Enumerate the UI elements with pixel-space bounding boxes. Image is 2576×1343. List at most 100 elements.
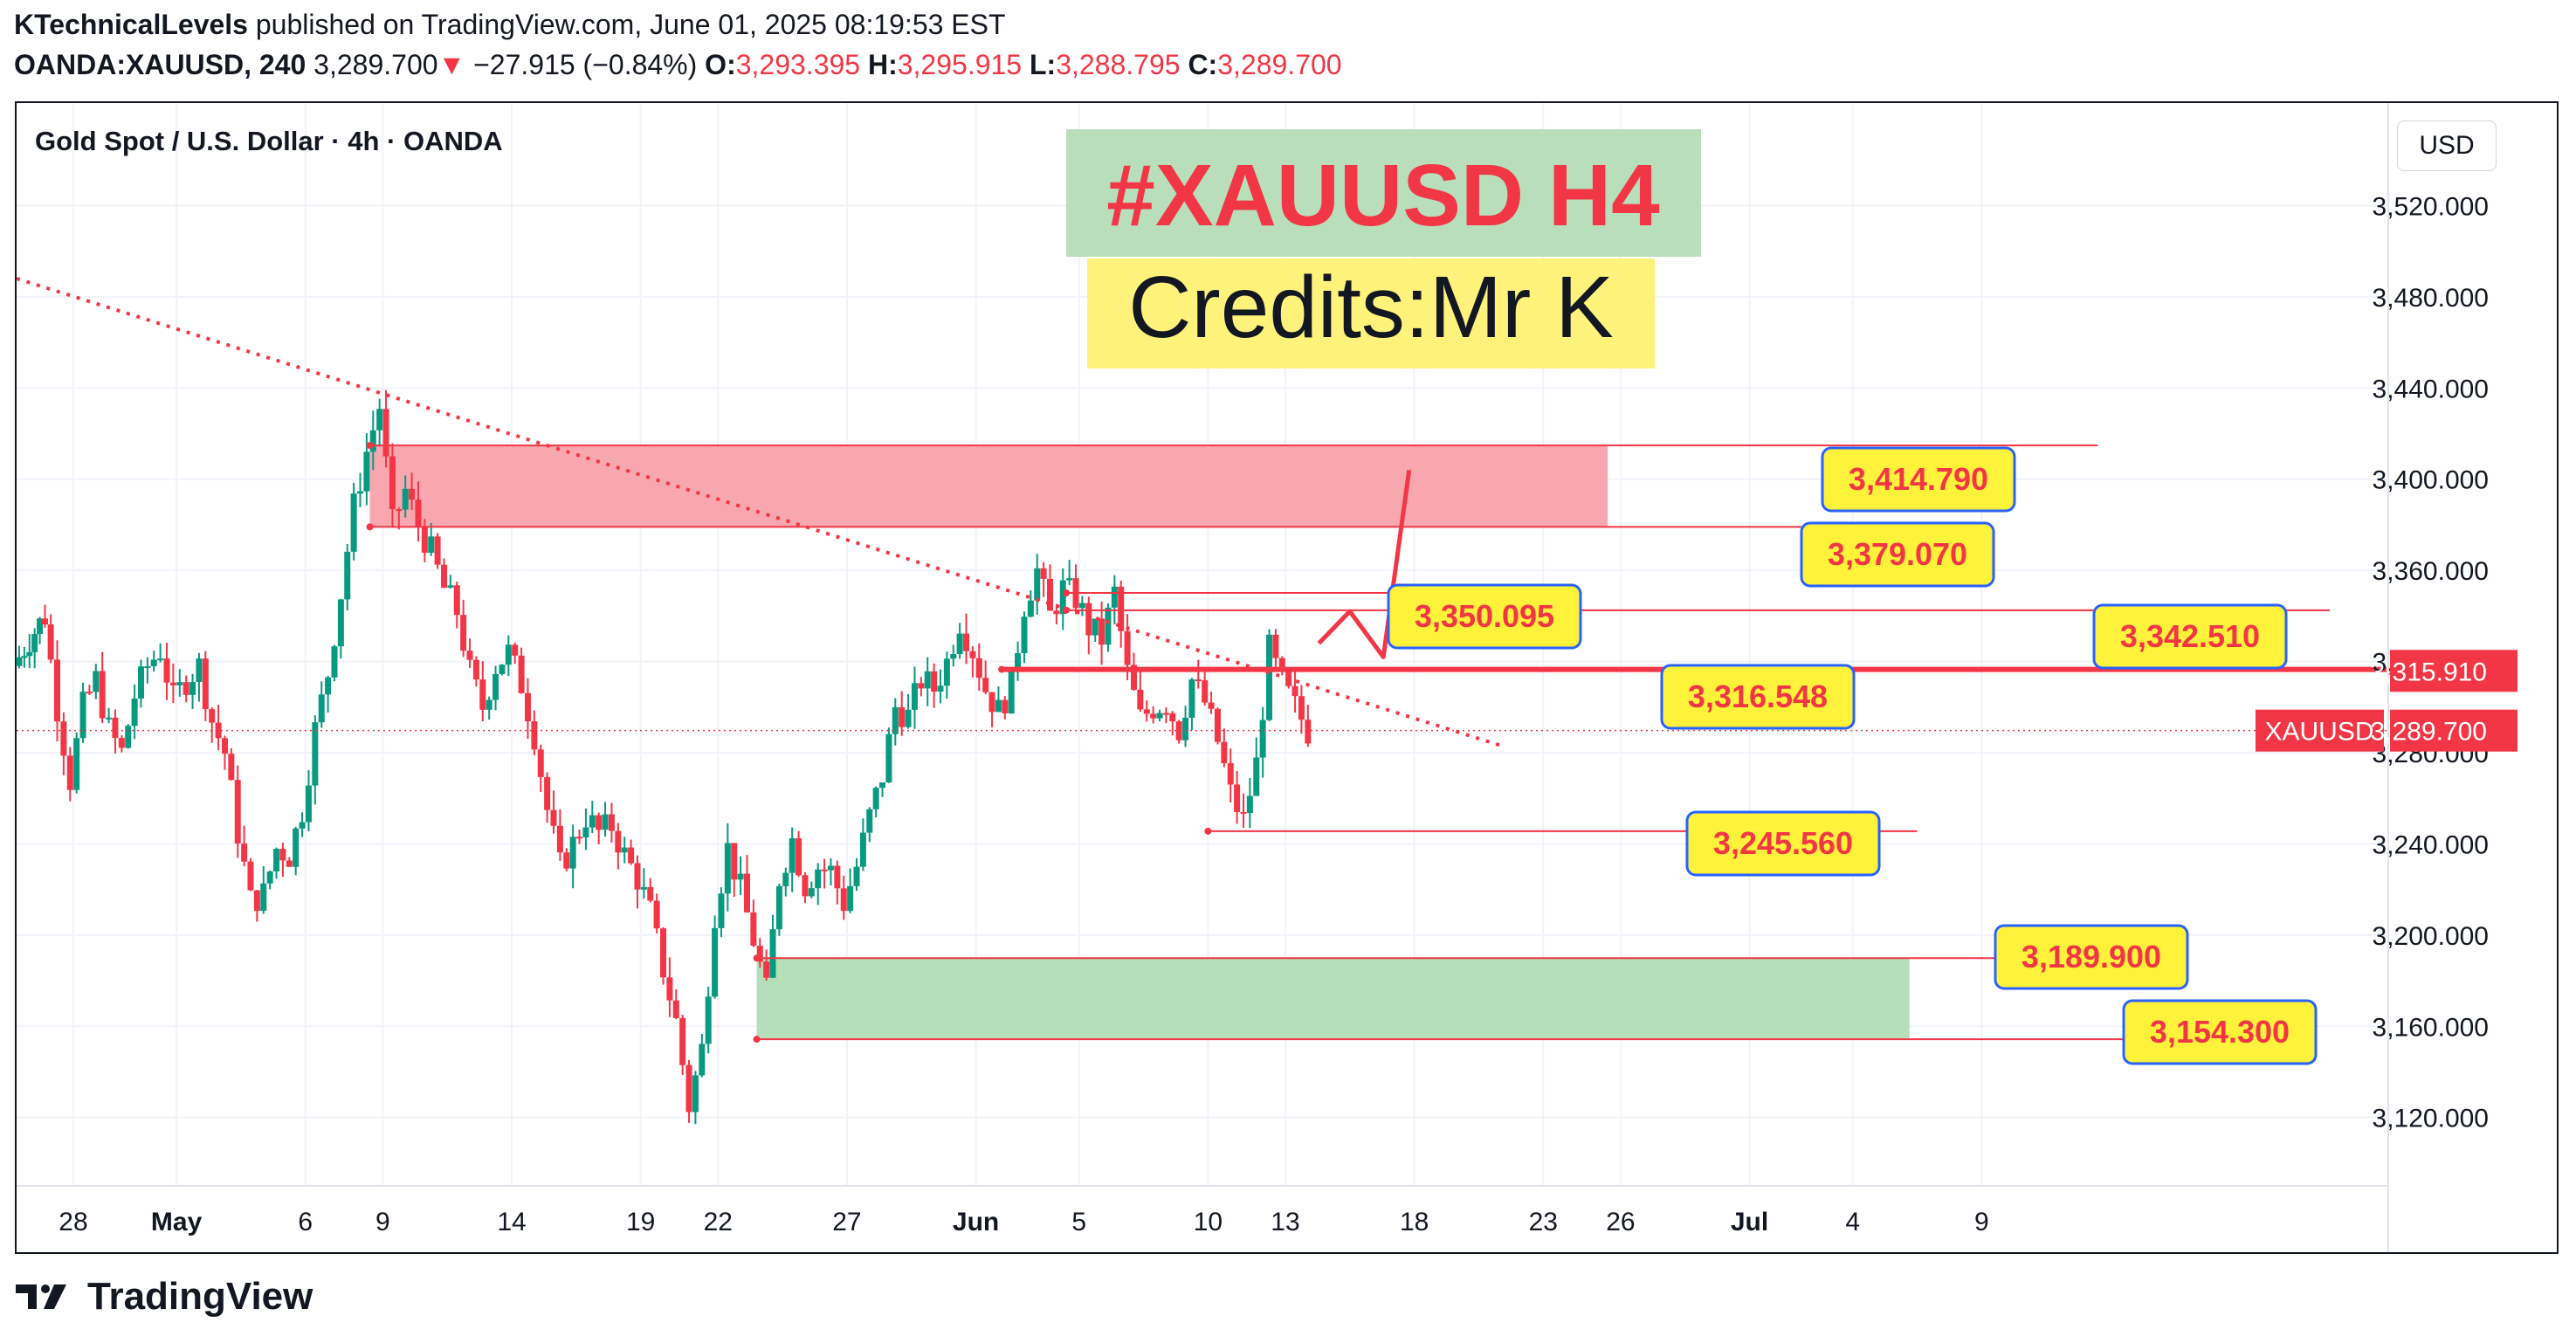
price-tick-label: 3,360.000 <box>2373 557 2489 586</box>
level-label-text: 3,379.070 <box>1828 536 1967 572</box>
candle-body <box>428 536 435 553</box>
price-tick-label: 3,480.000 <box>2373 284 2489 313</box>
candle-body <box>460 615 467 651</box>
close-value: 3,289.700 <box>1217 49 1342 80</box>
candle-body <box>931 671 938 692</box>
candle-body <box>995 699 1002 713</box>
high-label: H: <box>867 49 898 80</box>
candle-body <box>253 890 260 912</box>
candle-body <box>988 692 995 713</box>
candle-body <box>453 585 460 616</box>
candle-body <box>440 564 447 589</box>
candle-body <box>1021 616 1028 653</box>
candle-body <box>937 685 944 692</box>
candle-body <box>144 665 151 668</box>
time-tick-label: 14 <box>497 1208 526 1236</box>
candle-body <box>885 733 892 783</box>
candle-body <box>86 692 93 694</box>
time-tick-label: 10 <box>1194 1208 1223 1236</box>
candle-body <box>685 1064 692 1112</box>
candle-body <box>16 657 23 666</box>
candle-body <box>1175 721 1182 740</box>
level-label-box <box>2092 603 2288 670</box>
candle-body <box>293 828 300 867</box>
candle-body <box>112 717 119 739</box>
candle-body <box>666 977 673 1001</box>
brand-name[interactable]: TradingView <box>87 1275 313 1318</box>
candle-body <box>756 946 763 962</box>
candle-body <box>1188 679 1195 718</box>
candle-body <box>47 624 54 660</box>
candle-body <box>1169 713 1176 722</box>
level-label-text: 3,342.510 <box>2120 618 2260 654</box>
candle-body <box>1253 757 1260 796</box>
candle-body <box>705 996 712 1044</box>
candle-body <box>350 493 357 552</box>
high-value: 3,295.915 <box>897 49 1023 80</box>
projection-path <box>1317 469 1412 659</box>
candle-body <box>1150 713 1157 719</box>
candle-body <box>260 883 267 912</box>
last-price-tag <box>2390 709 2517 752</box>
candle-body <box>859 832 866 867</box>
candle-body <box>763 961 770 978</box>
currency-button[interactable]: USD <box>2397 121 2497 171</box>
line-price-tag-text: 3,315.910 <box>2371 658 2487 686</box>
candle-body <box>1027 600 1034 617</box>
candle-body <box>472 659 479 680</box>
level-label: 3,245.560 <box>1685 810 1881 877</box>
candle-body <box>499 665 506 674</box>
candle-body <box>415 499 422 527</box>
candle-body <box>524 692 531 722</box>
candle-body <box>840 888 847 912</box>
candle-body <box>576 837 583 839</box>
credits-overlay-bg <box>1087 258 1655 368</box>
candle-body <box>228 754 235 781</box>
symbol-info: OANDA:XAUUSD, 240 3,289.700▼ −27.915 (−0… <box>14 49 1342 81</box>
candle-body <box>918 683 925 689</box>
candle-body <box>512 644 519 656</box>
candle-body <box>1137 689 1144 710</box>
candle-body <box>1156 713 1163 719</box>
line-price-tag <box>2390 650 2517 692</box>
candle-body <box>376 409 383 430</box>
candle-body <box>60 721 67 756</box>
candle-body <box>189 682 196 695</box>
candle-body <box>163 658 170 683</box>
level-label-text: 3,154.300 <box>2150 1014 2290 1050</box>
candle-body <box>679 1017 686 1065</box>
candle-body <box>1246 795 1253 814</box>
candle-body <box>615 830 622 853</box>
candle-body <box>247 861 254 891</box>
candle-body <box>718 893 725 928</box>
level-label-box <box>1387 583 1582 650</box>
candle-body <box>647 886 654 901</box>
candle-body <box>466 651 473 660</box>
candle-body <box>1208 702 1215 709</box>
zone-support <box>756 958 1910 1040</box>
candle-body <box>1130 665 1137 690</box>
candle-body <box>731 843 738 880</box>
candle-body <box>950 654 957 659</box>
candle-body <box>1124 630 1131 665</box>
candle-body <box>537 749 544 777</box>
chart-title: Gold Spot / U.S. Dollar · 4h · OANDA <box>35 126 503 156</box>
candle-body <box>712 927 719 997</box>
author-name[interactable]: KTechnicalLevels <box>14 9 248 40</box>
time-tick-label: 28 <box>59 1208 87 1236</box>
candle-body <box>286 860 293 867</box>
candle-body <box>621 847 628 853</box>
candle-body <box>26 651 33 657</box>
chart-frame <box>15 101 2559 1254</box>
candle-body <box>312 722 319 786</box>
candle-body <box>743 873 750 913</box>
level-anchor <box>366 442 374 450</box>
candle-body <box>789 838 796 873</box>
candle-body <box>176 682 183 685</box>
candle-body <box>1092 618 1099 636</box>
symbol-tag <box>2256 709 2384 752</box>
candle-body <box>1143 709 1150 714</box>
time-tick-label: 18 <box>1400 1208 1429 1236</box>
level-anchor <box>753 954 761 962</box>
